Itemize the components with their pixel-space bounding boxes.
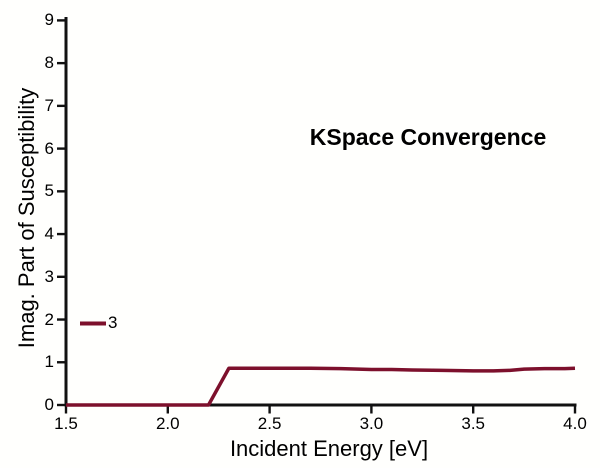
x-tick-label: 2.5 [257, 414, 282, 433]
y-tick-label: 1 [44, 352, 54, 372]
y-tick-label: 6 [44, 138, 54, 158]
x-axis-label: Incident Energy [eV] [229, 436, 429, 461]
x-tick-label: 2.0 [155, 414, 180, 433]
y-tick-label: 3 [44, 266, 54, 286]
axes-spines [64, 17, 577, 407]
y-tick-label: 5 [44, 181, 54, 201]
y-tick-label: 2 [44, 309, 54, 329]
y-tick-label: 4 [44, 224, 54, 244]
x-tick-label: 3.0 [359, 414, 384, 433]
x-tick-label: 1.5 [54, 414, 78, 433]
y-axis-label: Imag. Part of Susceptibility [14, 87, 39, 349]
y-tick-label: 9 [44, 10, 54, 30]
x-tick-label: 4.0 [563, 414, 587, 433]
data-line-series-3 [66, 366, 576, 407]
legend-label: 3 [108, 313, 118, 332]
y-tick-label: 8 [44, 53, 54, 73]
y-ticks [57, 19, 66, 407]
y-tick-label: 7 [44, 95, 54, 115]
x-tick-label: 3.5 [461, 414, 485, 433]
y-tick-label: 0 [44, 395, 54, 414]
chart-title: KSpace Convergence [309, 124, 547, 150]
